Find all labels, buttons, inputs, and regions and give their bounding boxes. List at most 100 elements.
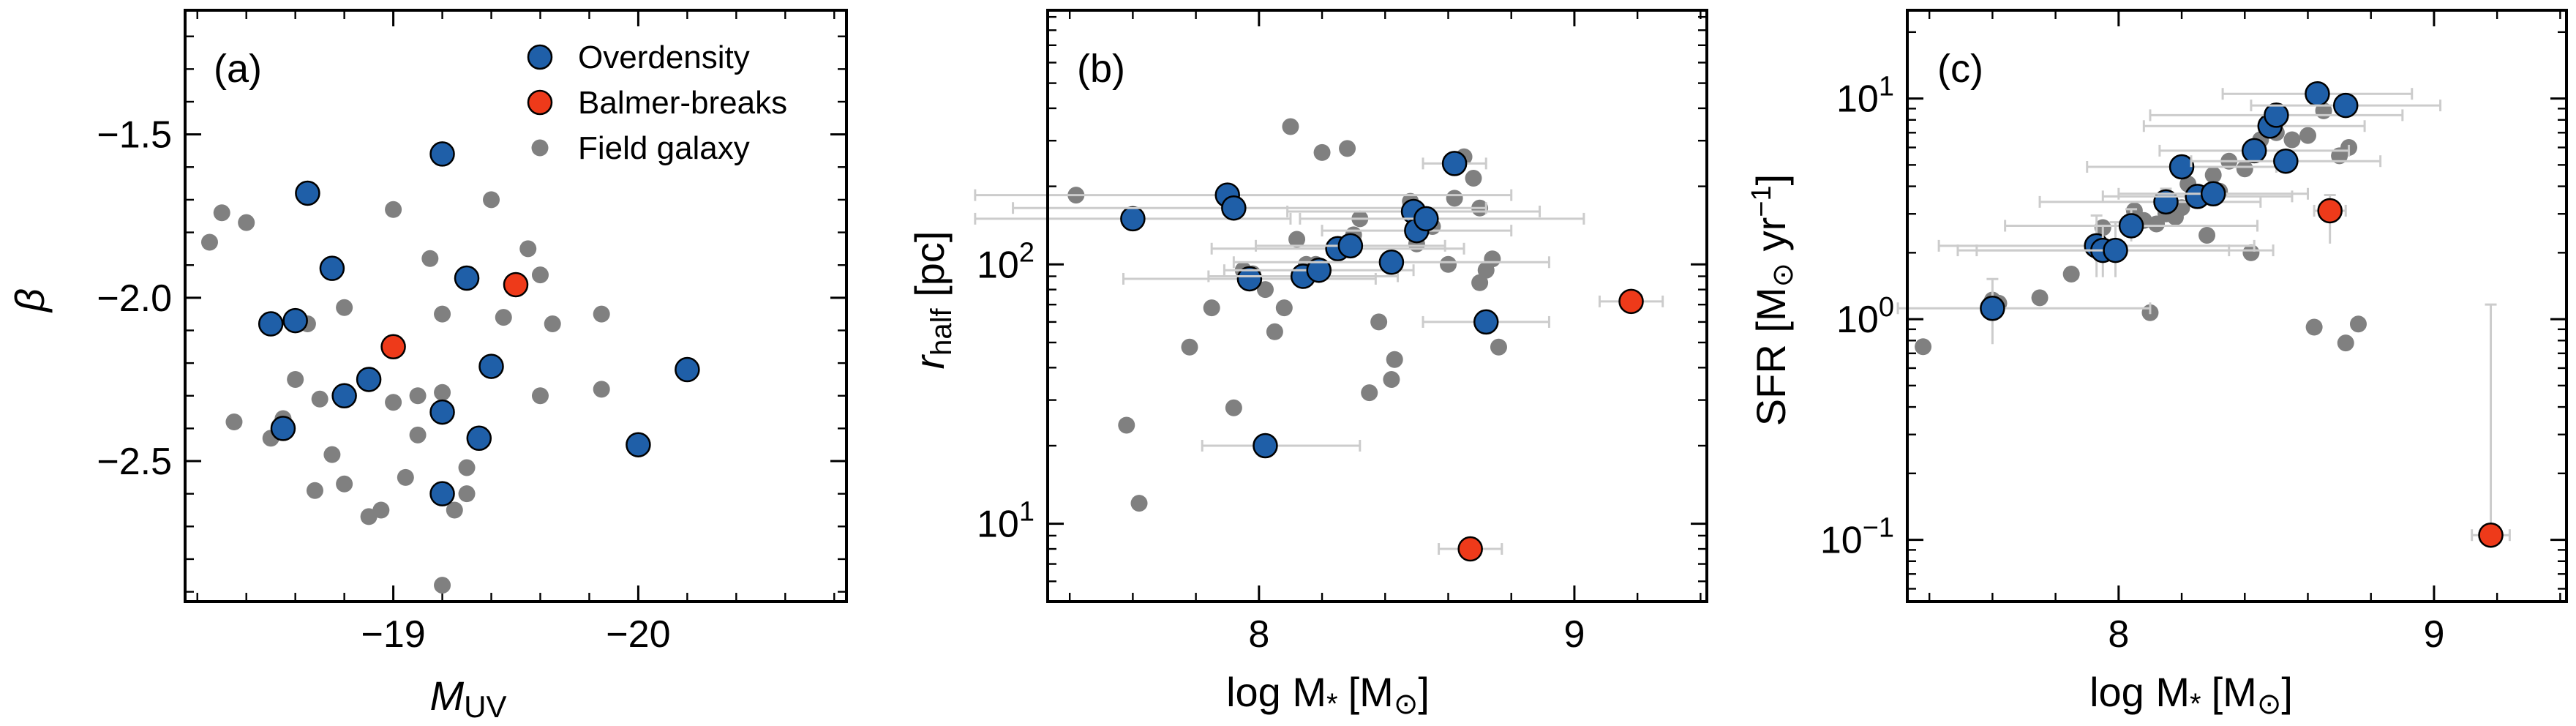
panel-a-field-point <box>593 381 610 398</box>
panel-c-balmer-point <box>2317 198 2343 224</box>
legend-label-balmer: Balmer-breaks <box>578 85 787 121</box>
panel-c-label: (c) <box>1937 47 1983 91</box>
legend: Overdensity Balmer-breaks Field galaxy <box>527 40 787 166</box>
panel-c-plot: 8 9 10−1 100 101 <box>1820 9 2568 656</box>
panel-c-xtick-label: 8 <box>2108 613 2129 656</box>
panel-a-field-point <box>287 370 304 388</box>
panel-b-field-point <box>1288 231 1306 248</box>
panel-b-ylabel-unit: [pc] <box>906 231 953 309</box>
panel-c-ytick-label: 100 <box>1836 292 1894 341</box>
legend-marker-balmer <box>527 89 553 116</box>
panel-b-field-point <box>1439 255 1457 273</box>
panel-b-xtick-label: 9 <box>1563 613 1585 656</box>
legend-label-overdensity: Overdensity <box>578 40 750 75</box>
panel-b-field-point <box>1181 338 1198 356</box>
panel-a-ytick-label: −2.0 <box>97 277 172 320</box>
panel-b-overdensity-point <box>1378 250 1405 275</box>
panel-c-overdensity-point <box>2168 154 2195 180</box>
panel-c-ylabel-main: SFR [M <box>1748 287 1794 426</box>
panel-c-field-point <box>2337 334 2354 352</box>
panel-a-field-point <box>238 214 255 231</box>
panel-a-field-point <box>336 299 353 316</box>
panel-c-overdensity-point <box>2273 148 2299 174</box>
panel-b-field-point <box>1471 274 1489 291</box>
panel-b-overdensity-point <box>1120 206 1146 232</box>
panel-c-ylabel-unit: yr <box>1748 217 1794 263</box>
panel-b-ytick-label: 101 <box>977 497 1034 546</box>
panel-a-field-point <box>385 394 402 411</box>
panel-a-xlabel-main: M <box>429 673 464 719</box>
panel-b-xlabel-unit: [M <box>1348 669 1394 715</box>
panel-a-field-point <box>458 485 476 503</box>
panel-b-field-point <box>1490 338 1507 356</box>
panel-b-field-point <box>1282 118 1299 135</box>
panel-a-field-point <box>213 204 230 222</box>
panel-b-field-point <box>1446 190 1463 207</box>
panel-a-field-point <box>336 475 353 493</box>
panel-a-field-point <box>434 383 451 401</box>
panel-b-field-point <box>1256 281 1274 299</box>
panel-b-balmer-point <box>1457 536 1483 562</box>
panel-c-field-point <box>2305 318 2323 336</box>
panel-b-xlabel-sub: * <box>1326 688 1338 720</box>
panel-b-plot: 8 9 101 102 <box>974 9 1708 656</box>
panel-a-overdensity-point <box>356 367 382 392</box>
panel-c-overdensity-point <box>2200 181 2226 207</box>
panel-c-xlabel-unit-sub: ⊙ <box>2257 688 2282 720</box>
panel-c-overdensity-point <box>2264 102 2289 128</box>
panel-a-field-point <box>519 240 537 258</box>
panel-c-ylabel-exp: −1 <box>1746 185 1777 217</box>
panel-a-field-point <box>323 446 341 463</box>
panel-c-xlabel-unit: [M <box>2212 669 2257 715</box>
panel-c-field-point <box>2283 131 2301 149</box>
panel-a-field-point <box>531 387 549 405</box>
panel-a-plot: −19 −20 −1.5 −2.0 −2.5 <box>97 9 848 656</box>
panel-a-balmer-point <box>380 334 406 360</box>
panel-a-field-point <box>409 387 427 405</box>
panel-c-overdensity-point <box>2332 92 2359 119</box>
panel-b-field-point <box>1275 299 1293 317</box>
panel-a-overdensity-point <box>282 307 308 334</box>
panel-b-overdensity-point <box>1441 151 1468 176</box>
panel-a-field-point <box>409 426 427 444</box>
panel-a-field-point <box>531 266 549 284</box>
panel-a-field-point <box>372 501 390 519</box>
panel-a-field-point <box>385 201 402 218</box>
panel-a-ylabel: β <box>7 288 53 313</box>
panel-c-xlabel-close: ] <box>2281 669 2293 715</box>
panel-c-field-point <box>2299 127 2316 144</box>
panel-c-balmer-point <box>2478 522 2504 548</box>
panel-b-field-point <box>1130 495 1148 512</box>
panel-b-label: (b) <box>1077 47 1125 91</box>
legend-label-field: Field galaxy <box>578 130 750 166</box>
panel-b-field-point <box>1313 143 1331 161</box>
panel-c-overdensity-point <box>2241 138 2267 164</box>
panel-c-field-point <box>2236 160 2253 178</box>
panel-a-overdensity-point <box>319 255 345 281</box>
panel-c-field-point <box>2349 315 2367 333</box>
panel-b-field-point <box>1203 299 1220 317</box>
panel-c-field-point <box>1915 338 1932 356</box>
panel-a-xlabel: MUV <box>429 673 506 724</box>
panel-b-xtick-label: 8 <box>1248 613 1269 656</box>
panel-b-xlabel: log M* [M⊙] <box>1226 669 1430 720</box>
panel-a-overdensity-point <box>626 432 651 457</box>
panel-a-overdensity-point <box>429 481 455 506</box>
panel-a-overdensity-point <box>478 353 504 379</box>
panel-b-field-point <box>1225 399 1242 416</box>
panel-c-field-point <box>2062 266 2080 283</box>
panel-b-overdensity-point <box>1306 257 1332 283</box>
panel-c-ytick-label: 10−1 <box>1820 513 1894 562</box>
panel-a-overdensity-point <box>429 141 455 167</box>
panel-b-field-point <box>1465 169 1482 187</box>
panel-a-field-point <box>446 501 463 519</box>
panel-b-xlabel-main: log M <box>1226 669 1326 715</box>
panel-c-xtick-label: 9 <box>2423 613 2444 656</box>
panel-b-field-point <box>1266 323 1283 340</box>
panel-c-overdensity-point <box>2103 237 2128 263</box>
legend-marker-field <box>531 139 549 157</box>
panel-b-ylabel-main: r <box>906 353 953 369</box>
panel-a-overdensity-point <box>675 356 700 383</box>
panel-a-overdensity-point <box>295 180 320 206</box>
